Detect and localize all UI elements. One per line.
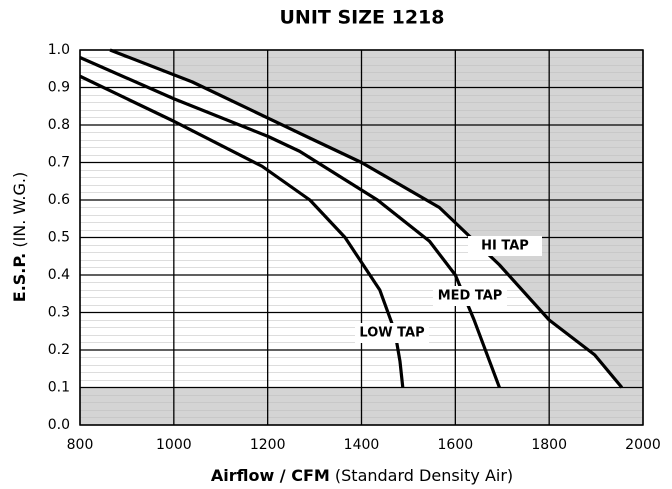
plot-frame xyxy=(79,49,644,426)
y-tick-label: 0.6 xyxy=(48,192,70,208)
y-tick-label: 0.2 xyxy=(48,342,70,358)
curve-label: LOW TAP xyxy=(359,326,424,341)
y-tick-label: 0.7 xyxy=(48,155,70,171)
x-label-main: Airflow / CFM xyxy=(211,466,330,485)
x-label-note: (Standard Density Air) xyxy=(335,466,513,485)
label-box xyxy=(433,286,507,306)
x-tick-label: 1600 xyxy=(438,437,474,453)
y-tick-label: 1.0 xyxy=(48,42,70,58)
y-tick-label: 0.5 xyxy=(48,230,70,246)
x-tick-label: 1200 xyxy=(250,437,286,453)
y-tick-label: 0.9 xyxy=(48,80,70,96)
chart-title: UNIT SIZE 1218 xyxy=(280,7,445,29)
y-tick-label: 0.1 xyxy=(48,380,70,396)
curve xyxy=(79,74,405,388)
label-box xyxy=(468,236,542,256)
x-tick-label: 1000 xyxy=(156,437,192,453)
label-box xyxy=(355,323,429,343)
y-axis-label: E.S.P. (IN. W.G.) xyxy=(10,172,29,302)
y-tick-label: 0.8 xyxy=(48,117,70,133)
y-label-main: E.S.P. xyxy=(10,253,29,302)
y-tick-label: 0.4 xyxy=(48,267,70,283)
y-tick-label: 0.0 xyxy=(48,417,70,433)
x-tick-label: 1800 xyxy=(531,437,567,453)
curve xyxy=(109,48,624,389)
x-axis-label: Airflow / CFM (Standard Density Air) xyxy=(211,466,513,485)
y-label-note: (IN. W.G.) xyxy=(10,172,29,248)
x-tick-label: 2000 xyxy=(625,437,661,453)
curve-label: MED TAP xyxy=(438,289,503,304)
x-tick-label: 1400 xyxy=(344,437,380,453)
y-tick-label: 0.3 xyxy=(48,305,70,321)
x-tick-label: 800 xyxy=(67,437,94,453)
curve-label: HI TAP xyxy=(481,239,529,254)
